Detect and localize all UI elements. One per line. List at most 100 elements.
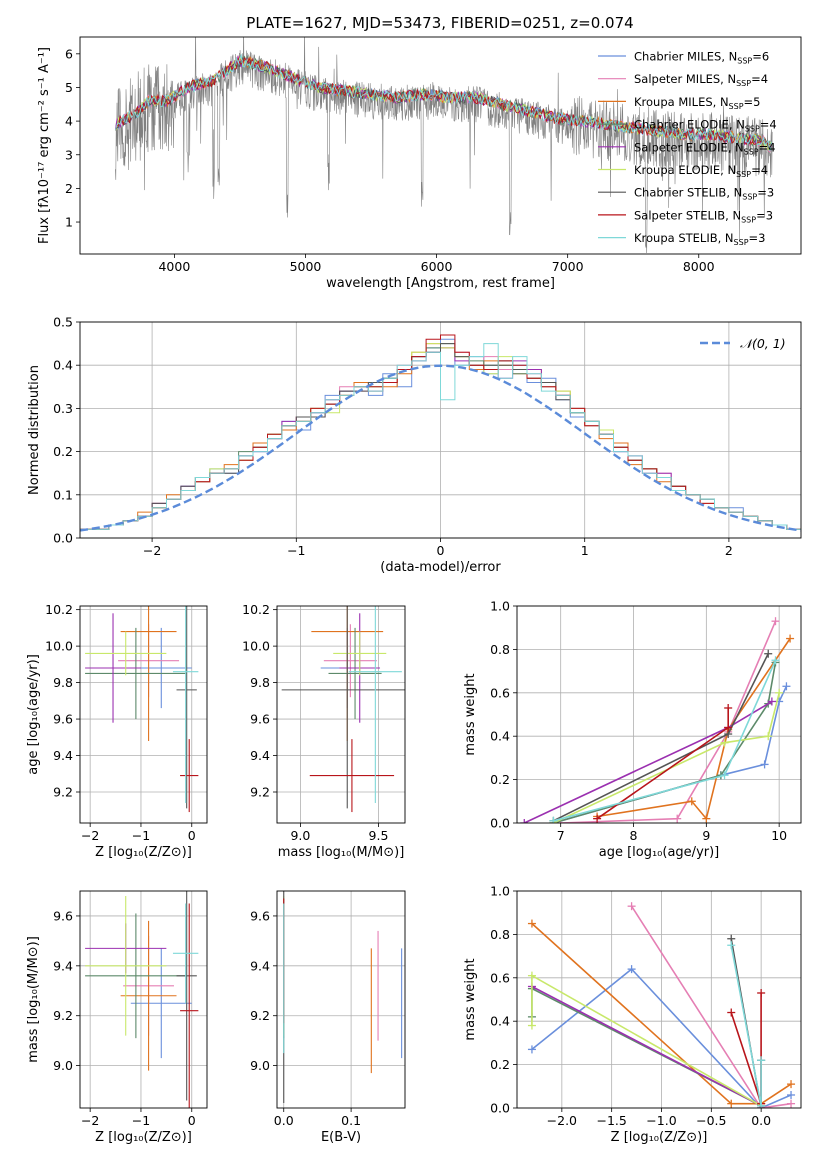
y-tick-label: 0.3 — [53, 401, 73, 416]
marker-kroupa-stelib — [549, 816, 558, 823]
y-tick-label: 4 — [65, 114, 73, 129]
y-tick-label: 9.0 — [250, 1058, 270, 1073]
errorbar-chabrier-miles — [130, 948, 192, 1059]
marker-salpeter-stelib — [727, 1008, 736, 1017]
marker-chabrier-miles — [787, 1090, 796, 1099]
x-tick-label: −2.0 — [547, 1113, 577, 1128]
marker-chabrier-miles — [782, 682, 791, 691]
y-tick-label: 9.4 — [250, 748, 270, 763]
age-vs-mass-panel: 9.0 9.5 9.2 9.4 9.6 9.8 10.0 10.2 mass [log₁₀(M/… — [242, 602, 406, 860]
y-tick-label: 0.6 — [490, 685, 510, 700]
marker-kroupa-elodie — [764, 732, 773, 741]
y-tick-label: 10.2 — [45, 602, 73, 617]
y-tick-label: 9.0 — [53, 1058, 73, 1073]
marker-chabrier-miles — [627, 965, 636, 974]
marker-kroupa-stelib — [757, 1056, 766, 1065]
marker-salpeter-stelib — [593, 814, 602, 823]
marker-kroupa-elodie — [527, 1021, 536, 1030]
x-tick-label: 4000 — [158, 259, 190, 274]
y-axis-label: mass weight — [463, 673, 478, 755]
y-tick-label: 0.8 — [490, 927, 510, 942]
line-salpeter-miles — [560, 620, 777, 823]
marker-kroupa-stelib — [727, 941, 736, 950]
y-tick-label: 9.2 — [53, 1008, 73, 1023]
x-axis-label: age [log₁₀(age/yr)] — [599, 845, 720, 860]
errorbar-chabrier-stelib — [176, 606, 197, 809]
marker-chabrier-stelib — [764, 649, 773, 658]
errorbar-salpeter-miles — [323, 624, 377, 698]
legend-label-salpeter-stelib: Salpeter STELIB, NSSP=3 — [634, 208, 773, 224]
x-tick-label: 0.0 — [751, 1113, 771, 1128]
marker-kroupa-stelib — [757, 1101, 766, 1108]
x-axis-label: Z [log₁₀(Z/Z⊙)] — [95, 1130, 192, 1145]
marker-salpeter-stelib — [757, 988, 766, 997]
x-tick-label: 8000 — [683, 259, 715, 274]
line-salpeter-elodie — [531, 985, 762, 1107]
marker-kroupa-stelib — [720, 771, 729, 780]
errorbar-kroupa-elodie — [85, 631, 167, 676]
y-tick-label: 0.2 — [53, 444, 73, 459]
errorbar-salpeter-stelib — [180, 903, 199, 1108]
axes-frame — [79, 605, 208, 824]
marker-kroupa-miles — [786, 634, 795, 643]
legend-label-chabrier-miles: Chabrier MILES, NSSP=6 — [634, 50, 769, 66]
x-tick-label: 7 — [557, 828, 565, 843]
mass-vs-metallicity-panel: −2 −1 0 9.0 9.2 9.4 9.6 Z [log₁₀(Z/Z⊙)] mass [lo… — [26, 890, 208, 1145]
age-vs-metallicity-panel: −2 −1 0 9.2 9.4 9.6 9.8 10.0 10.2 Z [log₁₀(Z/Z⊙)]… — [26, 602, 208, 860]
x-tick-label: 7000 — [552, 259, 584, 274]
y-tick-label: 2 — [65, 181, 73, 196]
axes-frame — [79, 321, 802, 539]
y-tick-label: 9.8 — [250, 675, 270, 690]
mass-vs-ebv-panel: 0.0 0.1 9.0 9.2 9.4 9.6 E(B-V) — [250, 890, 406, 1145]
plot-area — [281, 606, 405, 813]
x-tick-label: 6000 — [421, 259, 453, 274]
marker-chabrier-miles — [760, 760, 769, 769]
x-tick-label: −1 — [287, 543, 305, 558]
marker-salpeter-miles — [673, 814, 682, 823]
y-tick-label: 0.4 — [53, 358, 73, 373]
marker-salpeter-elodie — [767, 697, 776, 706]
x-tick-label: 0.1 — [341, 1113, 361, 1128]
residuals-panel: −2 −1 0 1 2 0.0 0.1 0.2 0.3 0.4 0.5 (data-model)/er… — [27, 315, 802, 575]
errorbar-chabrier-elodie — [85, 627, 187, 720]
y-tick-label: 9.2 — [53, 785, 73, 800]
x-tick-label: −2 — [81, 828, 99, 843]
legend-label-kroupa-stelib: Kroupa STELIB, NSSP=3 — [634, 231, 765, 247]
y-axis-label: Normed distribution — [27, 365, 42, 495]
plot-area — [85, 891, 199, 1108]
x-tick-label: 0.0 — [274, 1113, 294, 1128]
y-tick-label: 1 — [65, 215, 73, 230]
errorbar-salpeter-elodie — [85, 613, 141, 723]
y-tick-label: 9.6 — [53, 712, 73, 727]
y-tick-label: 3 — [65, 147, 73, 162]
y-axis-label: Flux [fλ10⁻¹⁷ erg cm⁻² s⁻¹ A⁻¹] — [37, 47, 52, 244]
x-tick-label: −2 — [81, 1113, 99, 1128]
marker-salpeter-miles — [787, 1099, 796, 1108]
spectrum-panel: 4000 5000 6000 7000 8000 1 2 3 4 5 6 wavelength [An… — [37, 36, 802, 291]
errorbar-chabrier-stelib — [176, 891, 197, 1101]
x-tick-label: −1.5 — [596, 1113, 626, 1128]
marker-kroupa-miles — [527, 919, 536, 928]
y-tick-label: 0.4 — [490, 1014, 510, 1029]
axes-frame — [79, 36, 802, 255]
marker-kroupa-elodie — [775, 688, 784, 697]
marker-kroupa-miles — [787, 1080, 796, 1089]
legend-label-salpeter-miles: Salpeter MILES, NSSP=4 — [634, 72, 768, 88]
y-tick-label: 9.4 — [53, 958, 73, 973]
plot-area — [520, 617, 795, 823]
y-tick-label: 0.2 — [490, 772, 510, 787]
legend: Chabrier MILES, NSSP=6 Salpeter MILES, NS… — [598, 50, 777, 247]
y-tick-label: 0.0 — [490, 816, 510, 831]
histogram-kroupa-stelib — [80, 343, 801, 530]
y-tick-label: 1.0 — [490, 599, 510, 614]
plot-area — [80, 334, 801, 532]
legend-label-chabrier-stelib: Chabrier STELIB, NSSP=3 — [634, 186, 774, 202]
y-tick-label: 10.0 — [45, 639, 73, 654]
weight-vs-metallicity-panel: −2.0 −1.5 −1.0 −0.5 0.0 0.0 0.2 0.4 0.6 0.8 1.0 Z [… — [463, 884, 802, 1145]
y-tick-label: 0.8 — [490, 642, 510, 657]
x-axis-label: wavelength [Angstrom, rest frame] — [326, 276, 555, 291]
plot-area — [114, 37, 773, 254]
x-tick-label: 0 — [188, 1113, 196, 1128]
plot-area — [283, 891, 403, 1104]
x-axis-label: Z [log₁₀(Z/Z⊙)] — [611, 1130, 708, 1145]
